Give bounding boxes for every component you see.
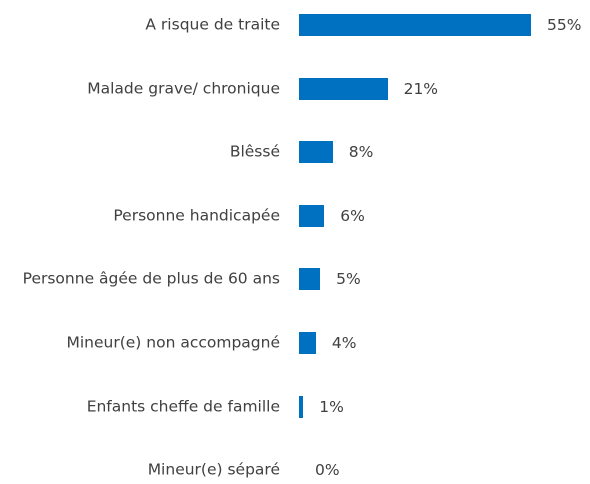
- value-label: 4%: [331, 334, 357, 352]
- bar: [299, 14, 531, 36]
- category-label: Personne âgée de plus de 60 ans: [22, 269, 280, 288]
- bar: [299, 204, 325, 227]
- value-label: 1%: [319, 397, 344, 416]
- category-label: Blêssé: [229, 142, 280, 161]
- category-label: Mineur(e) séparé: [147, 460, 280, 479]
- value-label: 0%: [315, 461, 340, 480]
- bar: [299, 268, 321, 291]
- value-label: 21%: [403, 79, 439, 98]
- bar: [299, 332, 316, 354]
- value-label: 5%: [336, 270, 361, 289]
- value-label: 55%: [547, 16, 582, 34]
- bar: [299, 141, 333, 164]
- value-label: 8%: [348, 143, 374, 162]
- category-label: Mineur(e) non accompagné: [66, 333, 280, 352]
- bar: [299, 395, 304, 418]
- category-label: A risque de traite: [145, 15, 280, 34]
- category-label: Malade grave/ chronique: [87, 79, 280, 98]
- category-label: Personne handicapée: [113, 206, 280, 225]
- value-label: 6%: [340, 206, 365, 225]
- category-label: Enfants cheffe de famille: [86, 397, 280, 416]
- bar: [299, 77, 388, 100]
